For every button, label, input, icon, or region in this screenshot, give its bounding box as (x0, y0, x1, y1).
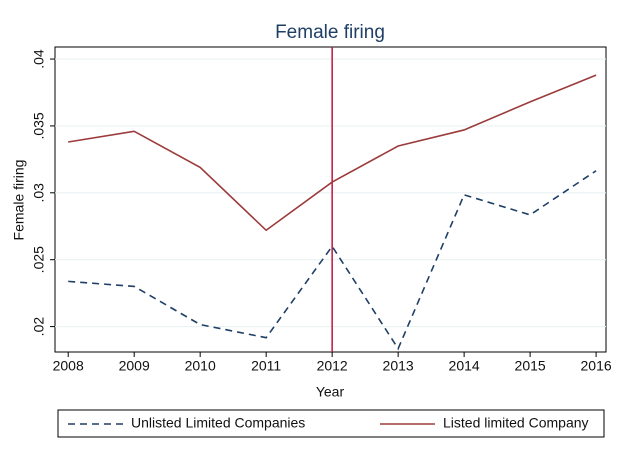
y-tick-label: .02 (31, 317, 47, 337)
x-tick-label: 2011 (251, 358, 281, 374)
x-tick-label: 2009 (119, 358, 150, 374)
series-line (68, 74, 597, 232)
legend (57, 409, 605, 438)
x-tick-label: 2008 (53, 358, 84, 374)
x-tick-label: 2013 (383, 358, 414, 374)
x-tick-label: 2014 (449, 358, 480, 374)
x-tick-label: 2015 (515, 358, 546, 374)
legend-label: Unlisted Limited Companies (131, 415, 305, 431)
plot-area (54, 46, 607, 353)
chart-title: Female firing (275, 22, 385, 43)
x-tick-label: 2016 (581, 358, 612, 374)
x-axis-label: Year (316, 384, 345, 400)
y-axis-label: Female firing (11, 160, 27, 241)
x-tick-label: 2012 (317, 358, 348, 374)
x-tick-label: 2010 (185, 358, 216, 374)
y-tick-label: .04 (31, 49, 47, 69)
legend-label: Listed limited Company (443, 415, 589, 431)
y-tick-label: .025 (31, 246, 47, 273)
y-tick-label: .035 (31, 112, 47, 139)
y-tick-label: .03 (31, 183, 47, 203)
